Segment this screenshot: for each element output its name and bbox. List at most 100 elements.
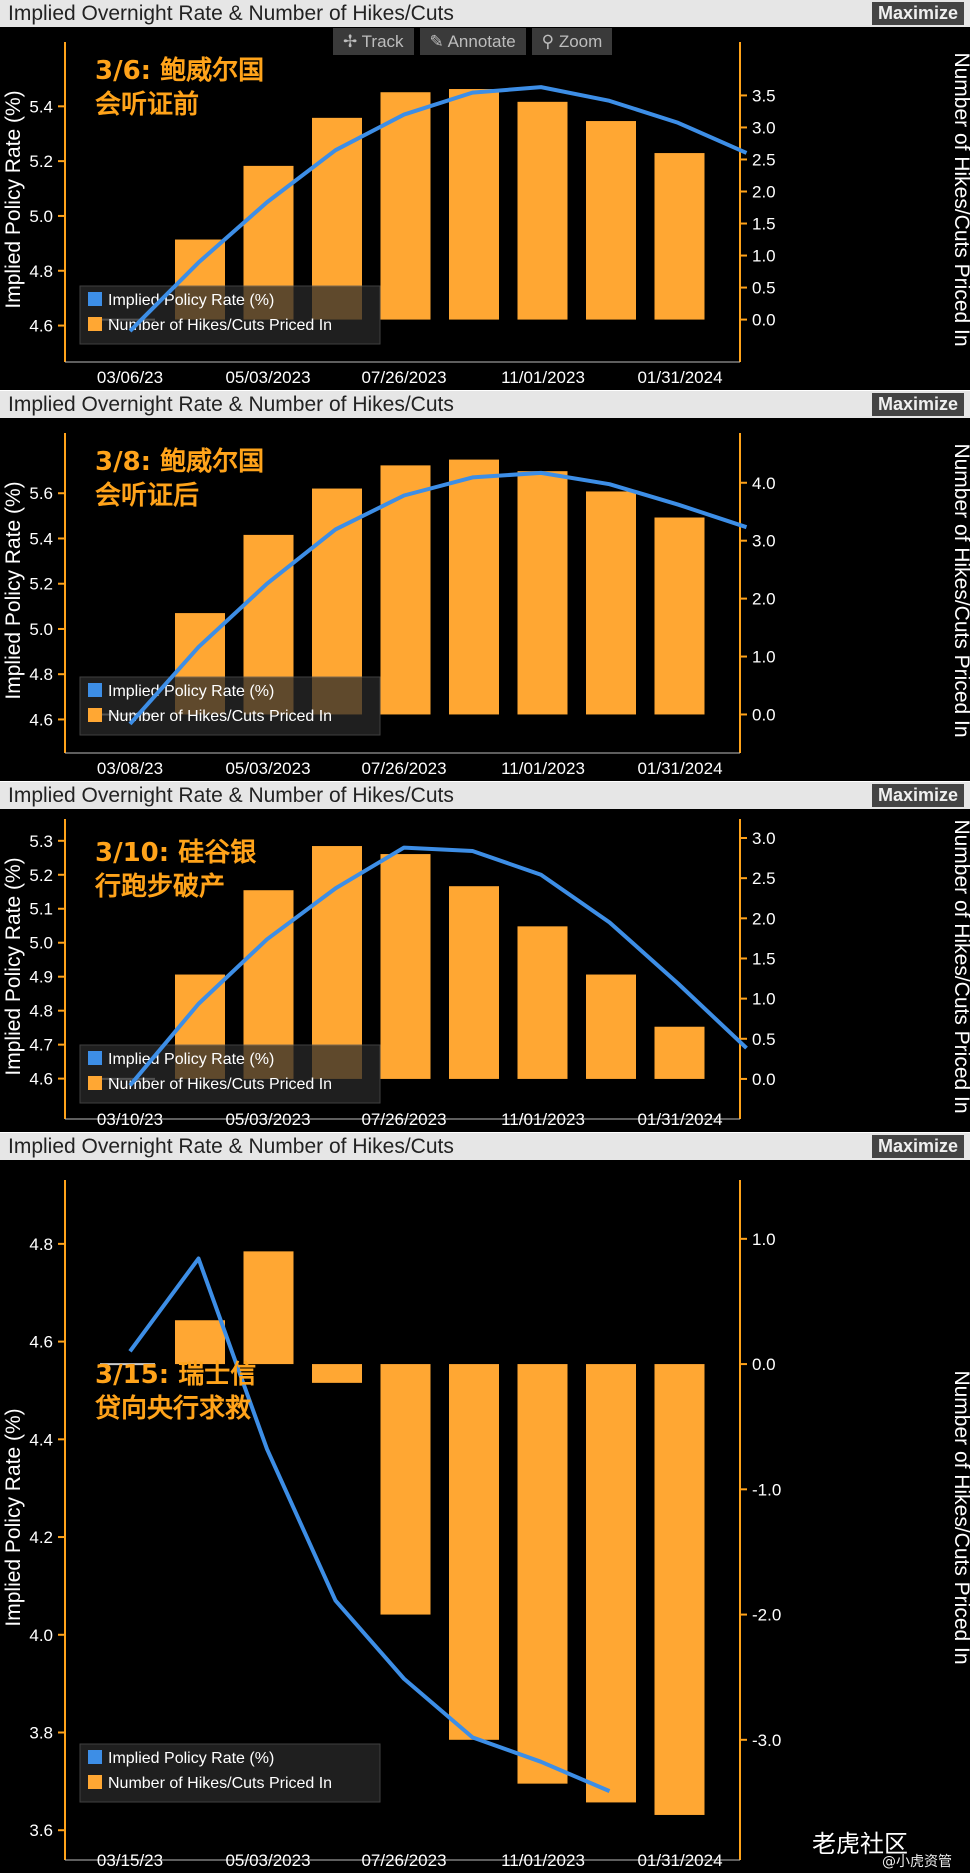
x-tick-label: 01/31/2024 <box>637 759 722 778</box>
watermark: 老虎社区 <box>812 1830 908 1858</box>
hikes-cuts-bar <box>449 89 499 320</box>
legend-box <box>79 676 381 736</box>
y2-axis-title: Number of Hikes/Cuts Priced In <box>950 443 970 737</box>
y-tick-label: 4.9 <box>29 968 53 987</box>
y2-tick-label: 3.0 <box>752 532 776 551</box>
legend-swatch-hikes <box>88 1775 102 1789</box>
hikes-cuts-bar <box>312 846 362 1079</box>
hikes-cuts-bar <box>449 886 499 1079</box>
legend-swatch-rate <box>88 1051 102 1065</box>
implied-rate-line <box>128 85 748 333</box>
zoom-button[interactable]: ⚲ Zoom <box>531 28 613 55</box>
y2-tick-label: -3.0 <box>752 1731 781 1750</box>
chart-panel-3: Implied Overnight Rate & Number of Hikes… <box>0 782 970 1132</box>
y2-axis-title: Number of Hikes/Cuts Priced In <box>950 819 970 1113</box>
chart-panel-1: Implied Overnight Rate & Number of Hikes… <box>0 0 970 390</box>
x-tick-label: 03/06/23 <box>97 368 163 387</box>
y2-axis-title: Number of Hikes/Cuts Priced In <box>950 1370 970 1664</box>
chart-panel-2: Implied Overnight Rate & Number of Hikes… <box>0 391 970 781</box>
x-tick-label: 01/31/2024 <box>637 368 722 387</box>
hikes-cuts-bar <box>380 1364 431 1615</box>
hikes-cuts-bar <box>517 1364 568 1784</box>
panel-title: Implied Overnight Rate & Number of Hikes… <box>8 393 454 416</box>
hikes-cuts-bar <box>517 101 568 320</box>
y2-tick-label: 2.0 <box>752 590 776 609</box>
legend-label-rate: Implied Policy Rate (%) <box>108 1750 274 1767</box>
crosshair-icon: ✢ <box>343 32 358 51</box>
legend-box <box>79 285 381 345</box>
maximize-button[interactable]: Maximize <box>871 1135 964 1158</box>
legend-label-rate: Implied Policy Rate (%) <box>108 292 274 309</box>
hikes-cuts-bar <box>586 1364 636 1803</box>
chart-plot: 4.6 4.8 5.0 5.2 5.4 0.0 0.5 1.0 1.5 2.0 2.5 3.0 3.5 I… <box>2 42 970 387</box>
panel-titlebar: Implied Overnight Rate & Number of Hikes… <box>0 1133 970 1160</box>
x-tick-label: 11/01/2023 <box>501 1851 585 1870</box>
hikes-cuts-bar <box>243 1251 294 1365</box>
x-tick-label: 01/31/2024 <box>637 1851 722 1870</box>
x-tick-label: 11/01/2023 <box>501 759 585 778</box>
hikes-cuts-bar <box>380 854 431 1079</box>
y-tick-label: 3.8 <box>29 1724 53 1743</box>
track-button[interactable]: ✢ Track <box>333 28 414 55</box>
hikes-cuts-bar <box>449 459 499 715</box>
y2-tick-label: 1.5 <box>752 215 776 234</box>
y2-tick-label: -2.0 <box>752 1606 781 1625</box>
maximize-button[interactable]: Maximize <box>871 784 964 807</box>
maximize-button[interactable]: Maximize <box>871 393 964 416</box>
panel-title: Implied Overnight Rate & Number of Hikes… <box>8 784 454 807</box>
y2-tick-label: 2.5 <box>752 869 776 888</box>
y-tick-label: 4.6 <box>29 1070 53 1089</box>
y-axis-title: Implied Policy Rate (%) <box>2 857 25 1075</box>
chart-toolbar: ✢ Track ✎ Annotate ⚲ Zoom <box>333 28 613 55</box>
y2-axis-title: Number of Hikes/Cuts Priced In <box>950 52 970 346</box>
x-tick-label: 11/01/2023 <box>501 368 585 387</box>
y2-tick-label: 4.0 <box>752 474 776 493</box>
watermark-sub: @小虎资管 <box>882 1854 952 1870</box>
legend-label-hikes: Number of Hikes/Cuts Priced In <box>108 1775 332 1792</box>
annotation-text: 3/8: 鲍威尔国 会听证后 <box>95 447 265 511</box>
y-tick-label: 4.6 <box>29 317 53 336</box>
x-tick-label: 03/08/23 <box>97 759 163 778</box>
y-tick-label: 4.8 <box>29 262 53 281</box>
legend-label-hikes: Number of Hikes/Cuts Priced In <box>108 1076 332 1093</box>
legend-swatch-hikes <box>88 317 102 331</box>
legend-swatch-rate <box>88 292 102 306</box>
y-tick-label: 5.1 <box>29 900 53 919</box>
y-tick-label: 5.0 <box>29 207 53 226</box>
panel-title: Implied Overnight Rate & Number of Hikes… <box>8 2 454 25</box>
y-tick-label: 5.6 <box>29 484 53 503</box>
y-tick-label: 4.8 <box>29 665 53 684</box>
y-tick-label: 5.4 <box>29 97 53 116</box>
y2-tick-label: 0.0 <box>752 705 776 724</box>
y-tick-label: 5.0 <box>29 620 53 639</box>
legend-label-hikes: Number of Hikes/Cuts Priced In <box>108 317 332 334</box>
panel-titlebar: Implied Overnight Rate & Number of Hikes… <box>0 0 970 27</box>
x-tick-label: 05/03/2023 <box>225 1851 310 1870</box>
implied-rate-line <box>128 845 748 1087</box>
maximize-button[interactable]: Maximize <box>871 2 964 25</box>
chart-plot: 4.6 4.7 4.8 4.9 5.0 5.1 5.2 5.3 0.0 0.5 1.0 1.5 2.0 2… <box>2 819 970 1129</box>
y-tick-label: 4.7 <box>29 1036 53 1055</box>
hikes-cuts-bar <box>654 1026 705 1079</box>
y2-tick-label: 2.5 <box>752 150 776 169</box>
y2-tick-label: 3.5 <box>752 86 776 105</box>
y-tick-label: 5.0 <box>29 934 53 953</box>
y2-tick-label: 2.0 <box>752 182 776 201</box>
x-tick-label: 05/03/2023 <box>225 1110 310 1129</box>
y-tick-label: 3.6 <box>29 1821 53 1840</box>
legend-swatch-hikes <box>88 708 102 722</box>
legend-label-rate: Implied Policy Rate (%) <box>108 1051 274 1068</box>
panel-titlebar: Implied Overnight Rate & Number of Hikes… <box>0 391 970 418</box>
hikes-cuts-bar <box>654 1364 705 1815</box>
y2-tick-label: 3.0 <box>752 118 776 137</box>
implied-rate-line <box>128 1256 611 1793</box>
y-axis-title: Implied Policy Rate (%) <box>2 90 25 308</box>
y2-tick-label: 1.0 <box>752 648 776 667</box>
chart-legend: Implied Policy Rate (%) Number of Hikes/C… <box>79 285 381 345</box>
y2-tick-label: 0.5 <box>752 279 776 298</box>
hikes-cuts-bar <box>312 1364 362 1383</box>
y-tick-label: 4.8 <box>29 1002 53 1021</box>
y-tick-label: 4.2 <box>29 1528 53 1547</box>
annotate-button[interactable]: ✎ Annotate <box>419 28 526 55</box>
chart-plot: 3.6 3.8 4.0 4.2 4.4 4.6 4.8 1.0 0.0 -1.0 -2.0 -3.0 I… <box>2 1180 970 1870</box>
